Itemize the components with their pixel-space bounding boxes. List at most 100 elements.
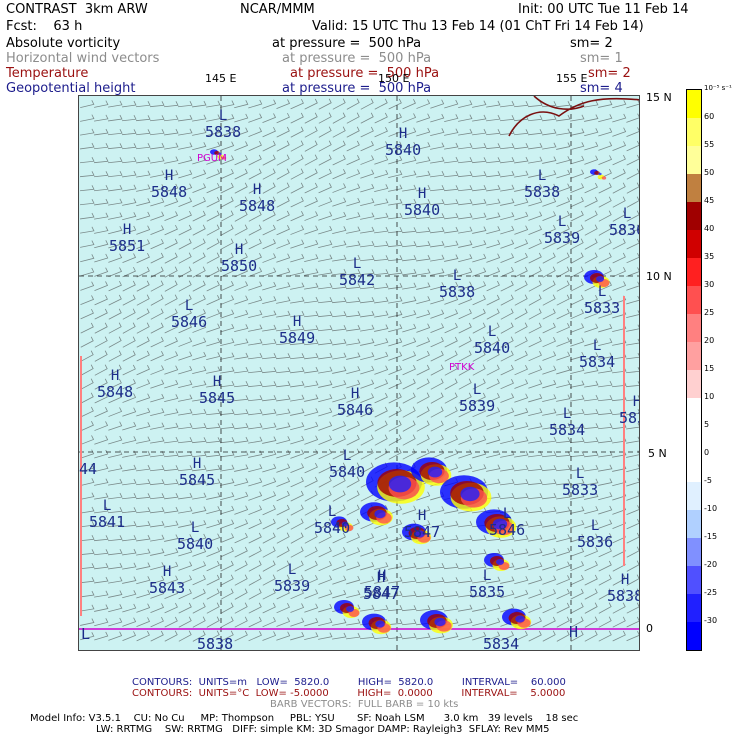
wind-barb (598, 478, 613, 486)
center-type: L (472, 382, 482, 398)
wind-barb (192, 630, 206, 642)
center-type: L (590, 518, 600, 534)
wind-barb (458, 604, 473, 612)
wind-barb (346, 504, 360, 516)
wind-barb (220, 464, 235, 472)
center-type: L (537, 168, 547, 184)
wind-barb (556, 630, 570, 642)
wind-barb (346, 212, 361, 221)
wind-barb (136, 280, 150, 292)
center-value: 5845 (179, 471, 216, 489)
wind-barb (528, 238, 542, 250)
wind-barb (444, 350, 458, 362)
wind-barb (584, 295, 598, 306)
wind-barb (500, 212, 515, 221)
wind-barb (80, 142, 95, 150)
wind-barb (388, 112, 402, 124)
wind-barb (290, 282, 305, 290)
wind-barb (570, 309, 584, 320)
wind-barb (290, 518, 304, 530)
wind-barb (401, 241, 417, 248)
wind-barb (584, 352, 599, 361)
field-sm-4: sm= 4 (580, 81, 623, 96)
wind-barb (346, 140, 360, 152)
wind-barb (542, 394, 557, 403)
wind-barb (94, 576, 109, 584)
wind-barb (346, 379, 361, 389)
wind-barb (528, 393, 543, 403)
wind-barb (248, 409, 263, 416)
wind-barb (276, 617, 291, 627)
wind-barb (528, 379, 543, 389)
wind-barb (164, 575, 179, 585)
wind-barb (276, 210, 290, 222)
wind-barb (500, 280, 514, 292)
wind-barb (374, 434, 388, 446)
wind-barb (107, 143, 123, 150)
wind-barb (80, 618, 95, 626)
low-center-label: L 5834 (549, 406, 585, 438)
wind-barb (472, 378, 486, 390)
wind-barb (626, 182, 639, 194)
wind-barb (262, 253, 277, 263)
wind-barb (107, 535, 123, 542)
wind-barb (346, 462, 360, 474)
wind-barb (136, 156, 151, 164)
wind-barb (542, 156, 557, 164)
wind-barb (122, 393, 137, 403)
wind-barb (584, 492, 599, 500)
wind-barb (416, 254, 431, 262)
wind-barb (220, 210, 234, 222)
colorbar-tick: -15 (704, 532, 718, 541)
wind-barb (528, 562, 543, 571)
wind-barb (94, 336, 108, 348)
center-type: L (482, 568, 492, 584)
edge-label: H (569, 623, 579, 641)
wind-barb (220, 196, 234, 208)
wind-barb (290, 253, 305, 263)
center-type: L (562, 406, 572, 422)
wind-barb (164, 422, 179, 430)
wind-barb (94, 350, 108, 362)
wind-barb (248, 560, 262, 572)
wind-barb (234, 464, 249, 472)
wind-barb (360, 198, 375, 207)
wind-barb (150, 238, 164, 250)
wind-barb (374, 98, 388, 110)
wind-barb (304, 449, 319, 460)
wind-barb (612, 602, 626, 614)
wind-barb (542, 170, 557, 179)
wind-barb (80, 267, 95, 277)
wind-barb (444, 128, 459, 136)
wind-barb (458, 295, 473, 306)
wind-barb (220, 630, 234, 642)
wind-barb (192, 294, 206, 306)
wind-barb (136, 350, 150, 362)
wind-barb (192, 266, 206, 278)
wind-barb (135, 143, 151, 150)
wind-barb (290, 380, 305, 388)
wind-barb (598, 141, 613, 151)
wind-barb (500, 253, 515, 264)
wind-barb (360, 365, 375, 375)
wind-barb (262, 532, 276, 544)
wind-barb (514, 156, 529, 164)
wind-barb (192, 308, 206, 320)
wind-barb (318, 407, 333, 417)
wind-barb (500, 548, 515, 556)
wind-barb (430, 113, 445, 123)
wind-barb (359, 269, 375, 276)
wind-barb (374, 420, 388, 432)
wind-barb (248, 168, 262, 180)
wind-barb (178, 520, 193, 528)
wind-barb (570, 224, 584, 236)
wind-barb (206, 602, 220, 614)
wind-barb (626, 532, 639, 544)
field-sm-3: sm= 2 (588, 66, 631, 81)
map-panel[interactable]: PGUM PTKK L 5838 H 5840 H 5848 H 5848 H 5840 L 5838… (78, 95, 640, 651)
wind-barb (94, 492, 109, 500)
wind-barb (472, 350, 486, 362)
wind-barb (570, 238, 584, 250)
wind-barb (276, 436, 291, 445)
